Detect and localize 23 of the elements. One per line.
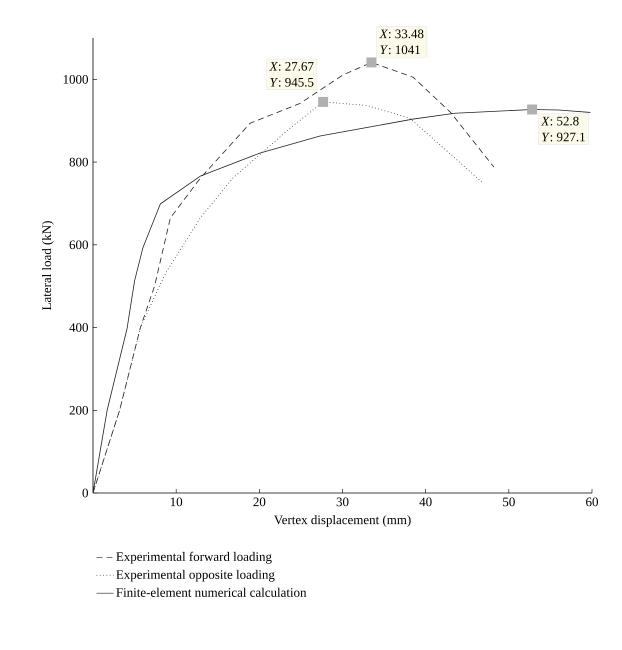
y-tick-label: 1000 xyxy=(64,74,88,84)
y-tick-label: 400 xyxy=(69,323,88,332)
legend-label: Finite-element numerical calculation xyxy=(116,588,306,597)
y-axis-title: Lateral load (kN) xyxy=(42,221,54,310)
x-tick-label: 50 xyxy=(503,498,515,506)
x-tick-label: 10 xyxy=(170,498,182,506)
annotation: X: 27.67 xyxy=(269,62,314,71)
x-tick-label: 40 xyxy=(419,498,432,506)
legend-label: Experimental forward loading xyxy=(116,552,272,564)
x-axis-title: Vertex displacement (mm) xyxy=(274,515,411,527)
x-tick-label: 20 xyxy=(253,498,266,506)
x-tick-label: 60 xyxy=(586,498,598,506)
annotation: Y: 1041 xyxy=(380,45,420,54)
annotation: Y: 945.5 xyxy=(270,78,314,87)
y-tick-label: 600 xyxy=(70,240,88,250)
y-tick-label: 200 xyxy=(70,406,88,415)
annotation: Y: 927.1 xyxy=(542,132,585,142)
y-tick-label: 0 xyxy=(82,488,88,498)
legend-label: Experimental opposite loading xyxy=(116,570,275,582)
x-tick-label: 30 xyxy=(336,498,348,506)
annotation: X: 33.48 xyxy=(379,29,424,38)
annotation: X: 52.8 xyxy=(540,116,579,126)
y-tick-label: 800 xyxy=(70,158,88,166)
